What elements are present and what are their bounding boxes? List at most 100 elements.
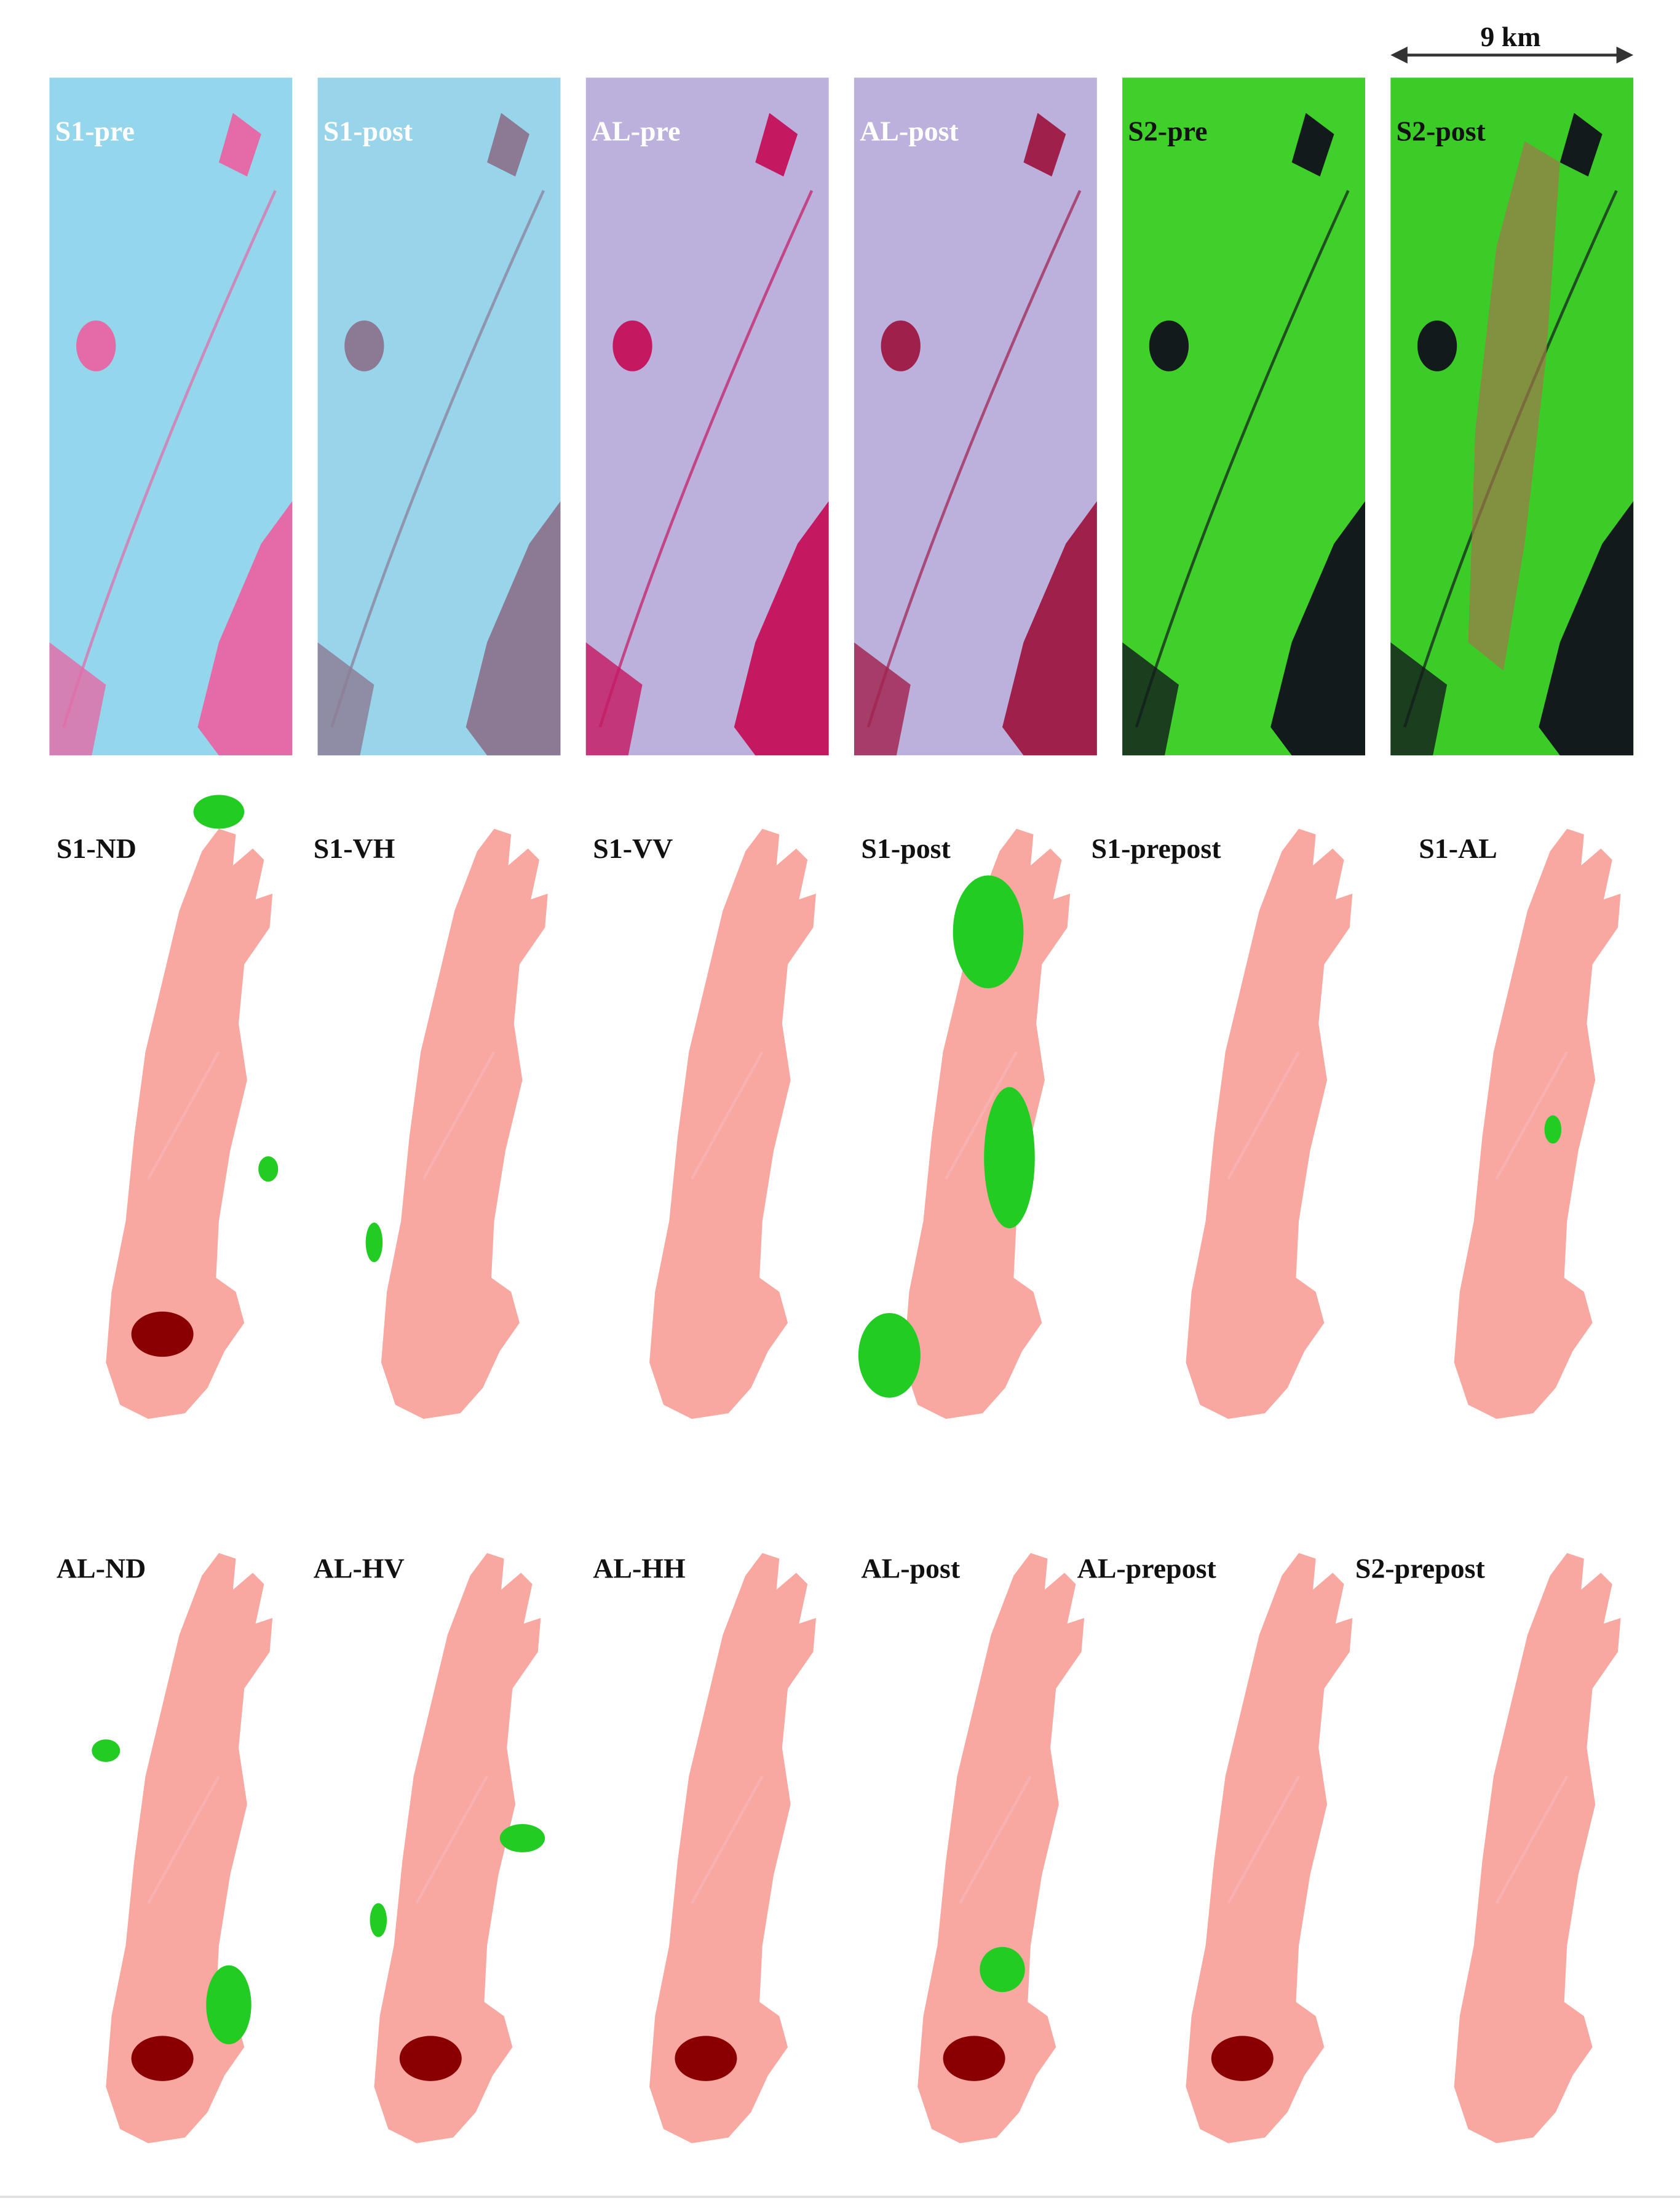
streak bbox=[1495, 1775, 1569, 1904]
unburned-area bbox=[1186, 828, 1353, 1419]
burn-map: AL-post bbox=[861, 1553, 1085, 2143]
image-panel: S1-pre bbox=[49, 77, 293, 756]
burn-map: S1-VV bbox=[593, 828, 816, 1419]
panel-label: S2-post bbox=[1396, 116, 1486, 147]
water-body bbox=[197, 501, 293, 756]
panel-label: AL-HV bbox=[314, 1553, 405, 1584]
water-body bbox=[755, 113, 798, 177]
streak bbox=[1227, 1051, 1301, 1180]
misclassified-area bbox=[193, 795, 245, 829]
streak bbox=[1495, 1051, 1569, 1180]
water-body bbox=[854, 642, 911, 756]
burn-map: S1-ND bbox=[57, 795, 279, 1419]
burn-map: S1-VH bbox=[314, 828, 548, 1419]
streak bbox=[945, 1051, 1018, 1180]
burned-patch bbox=[675, 2036, 737, 2081]
misclassified-area bbox=[206, 1965, 252, 2045]
panel-label: AL-prepost bbox=[1077, 1553, 1217, 1584]
panel-label: S1-prepost bbox=[1092, 833, 1222, 864]
river bbox=[62, 189, 277, 728]
panel-label: AL-ND bbox=[57, 1553, 146, 1584]
streak bbox=[422, 1051, 496, 1180]
burn-map: S1-AL bbox=[1419, 828, 1621, 1419]
panel-label: S1-VH bbox=[314, 833, 395, 864]
panel-label: S1-VV bbox=[593, 833, 673, 864]
misclassified-area bbox=[370, 1903, 387, 1937]
water-body bbox=[585, 642, 643, 756]
water-body bbox=[1002, 501, 1097, 756]
water-body bbox=[317, 642, 374, 756]
streak bbox=[147, 1051, 220, 1180]
water-body bbox=[734, 501, 829, 756]
unburned-area bbox=[649, 828, 816, 1419]
river bbox=[866, 189, 1082, 728]
lake bbox=[76, 320, 116, 371]
misclassified-area bbox=[499, 1824, 545, 1852]
burn-map: AL-ND bbox=[57, 1553, 273, 2143]
arrow-head bbox=[1390, 46, 1408, 64]
river bbox=[1135, 189, 1350, 728]
panel-label: S1-post bbox=[861, 833, 951, 864]
arrow-head bbox=[1616, 46, 1634, 64]
burned-patch bbox=[943, 2036, 1005, 2081]
burn-map: AL-prepost bbox=[1077, 1553, 1353, 2143]
misclassified-area bbox=[365, 1223, 383, 1263]
burned-patch bbox=[399, 2036, 462, 2081]
river bbox=[598, 189, 814, 728]
burn-map: AL-HH bbox=[593, 1553, 816, 2143]
burn-map: S1-prepost bbox=[1092, 828, 1353, 1419]
misclassified-area bbox=[980, 1946, 1025, 1993]
image-panel: AL-pre bbox=[585, 77, 829, 756]
water-body bbox=[218, 113, 261, 177]
panel-label: S2-pre bbox=[1128, 116, 1207, 147]
unburned-area bbox=[1454, 1553, 1621, 2143]
lake bbox=[612, 320, 652, 371]
panel-label: S1-AL bbox=[1419, 833, 1497, 864]
water-body bbox=[1559, 113, 1603, 177]
streak bbox=[1227, 1775, 1301, 1904]
misclassified-area bbox=[984, 1087, 1035, 1229]
water-body bbox=[466, 501, 561, 756]
panel-label: AL-post bbox=[861, 1553, 960, 1584]
misclassified-area bbox=[258, 1156, 279, 1182]
unburned-area bbox=[381, 828, 548, 1419]
water-body bbox=[49, 642, 106, 756]
panel-label: AL-HH bbox=[593, 1553, 685, 1584]
panel-label: AL-post bbox=[860, 116, 959, 147]
water-body bbox=[1270, 501, 1365, 756]
misclassified-area bbox=[953, 875, 1024, 988]
panel-label: AL-pre bbox=[592, 116, 681, 147]
burn-scar bbox=[1468, 141, 1560, 671]
burn-map: S1-post bbox=[858, 828, 1071, 1419]
burned-patch bbox=[131, 2036, 194, 2081]
misclassified-area bbox=[92, 1739, 121, 1763]
streak bbox=[690, 1051, 764, 1180]
water-body bbox=[1023, 113, 1066, 177]
lake bbox=[881, 320, 921, 371]
image-panel: S1-post bbox=[317, 77, 561, 756]
streak bbox=[147, 1775, 220, 1904]
lake bbox=[1417, 320, 1457, 371]
unburned-area bbox=[1454, 828, 1621, 1419]
burned-patch bbox=[131, 1311, 194, 1357]
misclassified-area bbox=[858, 1312, 921, 1398]
streak bbox=[415, 1775, 489, 1904]
water-body bbox=[1291, 113, 1334, 177]
lake bbox=[1149, 320, 1189, 371]
lake bbox=[344, 320, 384, 371]
water-body bbox=[1539, 501, 1634, 756]
burn-map: S2-prepost bbox=[1355, 1553, 1621, 2143]
river bbox=[330, 189, 545, 728]
water-body bbox=[487, 113, 529, 177]
misclassified-area bbox=[1544, 1115, 1562, 1144]
streak bbox=[690, 1775, 764, 1904]
panel-label: S1-ND bbox=[57, 833, 137, 864]
panel-label: S1-pre bbox=[55, 116, 135, 147]
panel-label: S2-prepost bbox=[1355, 1553, 1486, 1584]
water-body bbox=[1122, 642, 1179, 756]
image-panel: S2-pre bbox=[1122, 77, 1365, 756]
burned-patch bbox=[1211, 2036, 1274, 2081]
scale-bar: 9 km bbox=[1390, 21, 1634, 64]
